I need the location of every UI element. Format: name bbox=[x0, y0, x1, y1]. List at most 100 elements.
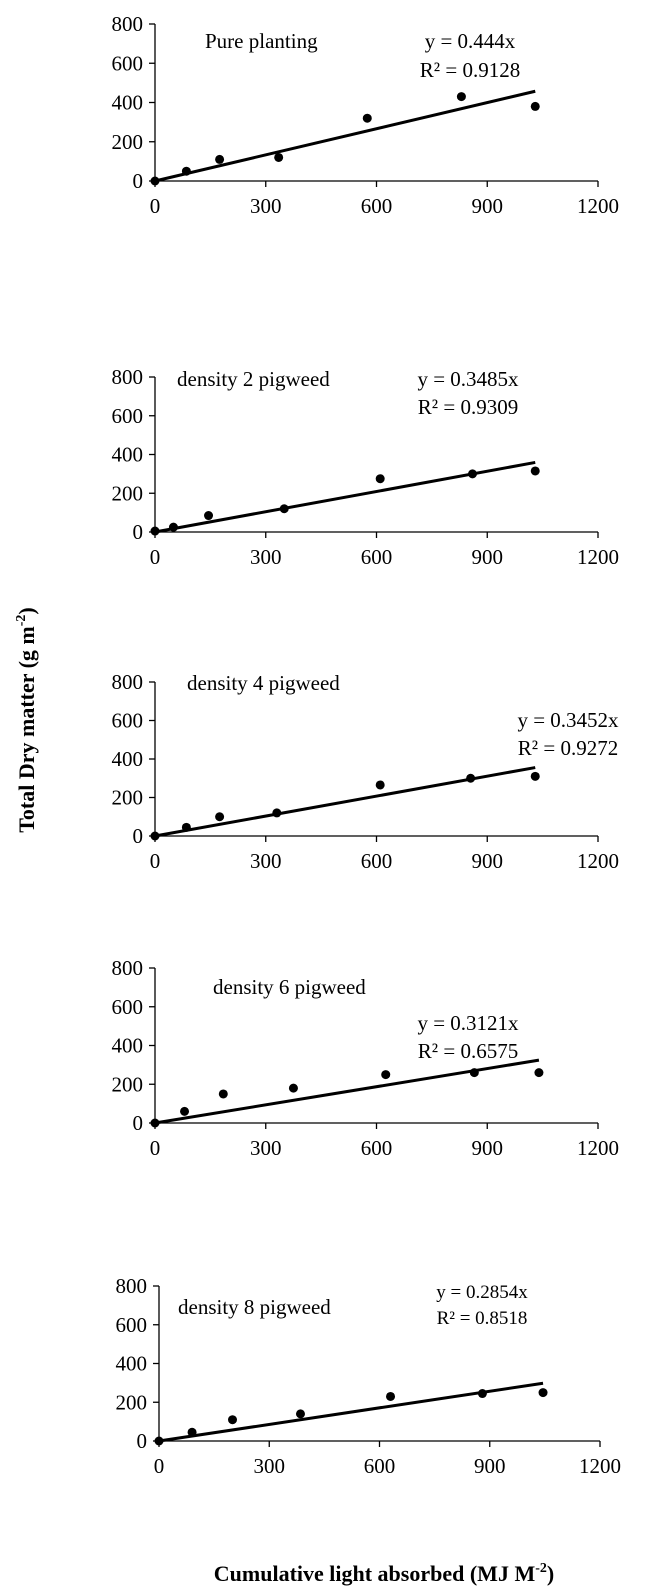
y-tick-label: 0 bbox=[133, 520, 144, 544]
x-tick-label: 600 bbox=[361, 545, 393, 569]
x-tick-label: 1200 bbox=[579, 1454, 621, 1478]
regression-equation: y = 0.444x bbox=[425, 29, 516, 53]
data-point bbox=[150, 1118, 160, 1128]
x-tick-label: 1200 bbox=[577, 194, 619, 218]
x-axis-title-close: ) bbox=[547, 1561, 554, 1586]
data-point bbox=[362, 113, 372, 123]
y-tick-label: 400 bbox=[112, 91, 144, 115]
y-tick-label: 400 bbox=[112, 747, 144, 771]
panel-title: density 8 pigweed bbox=[178, 1295, 331, 1319]
data-point bbox=[150, 526, 160, 536]
panels: 0 200 400 600 800 0 300 600 900 1200 Pure planting… bbox=[112, 12, 622, 1478]
data-point bbox=[274, 152, 284, 162]
x-tick-label: 600 bbox=[361, 849, 393, 873]
y-axis-title-main: Total Dry matter (g m bbox=[14, 626, 39, 833]
data-point bbox=[469, 1068, 479, 1078]
regression-equation: y = 0.3121x bbox=[417, 1011, 519, 1035]
y-tick-label: 200 bbox=[112, 130, 144, 154]
y-tick-label: 200 bbox=[116, 1390, 148, 1414]
regression-equation: y = 0.3485x bbox=[417, 367, 519, 391]
y-axis-title-close: ) bbox=[14, 607, 39, 614]
y-tick-label: 200 bbox=[112, 786, 144, 810]
x-tick-label: 0 bbox=[154, 1454, 165, 1478]
data-point bbox=[215, 154, 225, 164]
y-tick-label: 400 bbox=[112, 1034, 144, 1058]
x-tick-label: 900 bbox=[472, 1136, 504, 1160]
chart-panel-1: 0 200 400 600 800 0 300 600 900 1200 Pure planting… bbox=[112, 12, 620, 218]
data-point bbox=[272, 808, 282, 818]
panel-title: Pure planting bbox=[205, 29, 318, 53]
data-point bbox=[181, 822, 191, 832]
x-tick-label: 900 bbox=[472, 849, 504, 873]
x-tick-label: 300 bbox=[250, 1136, 282, 1160]
x-tick-label: 600 bbox=[361, 194, 393, 218]
trendline bbox=[154, 766, 536, 838]
r-squared: R² = 0.8518 bbox=[437, 1308, 528, 1329]
trendline bbox=[154, 460, 536, 534]
x-tick-label: 900 bbox=[474, 1454, 506, 1478]
r-squared: R² = 0.9309 bbox=[418, 395, 518, 419]
x-tick-label: 300 bbox=[250, 194, 282, 218]
x-tick-label: 300 bbox=[250, 545, 282, 569]
data-point bbox=[467, 469, 477, 479]
data-point bbox=[381, 1070, 391, 1080]
data-point bbox=[386, 1391, 396, 1401]
x-tick-label: 0 bbox=[150, 1136, 161, 1160]
x-tick-label: 1200 bbox=[577, 1136, 619, 1160]
chart-panel-5: 0 200 400 600 800 0 300 600 900 1200 density 8 pig… bbox=[116, 1274, 622, 1478]
x-tick-label: 0 bbox=[150, 194, 161, 218]
data-point bbox=[154, 1436, 164, 1446]
data-point bbox=[215, 812, 225, 822]
y-tick-label: 0 bbox=[133, 1111, 144, 1135]
y-tick-label: 600 bbox=[116, 1313, 148, 1337]
r-squared: R² = 0.6575 bbox=[418, 1039, 518, 1063]
x-tick-label: 1200 bbox=[577, 849, 619, 873]
x-tick-label: 900 bbox=[472, 545, 504, 569]
data-point bbox=[530, 101, 540, 111]
data-point bbox=[530, 466, 540, 476]
data-point bbox=[150, 831, 160, 841]
x-tick-label: 300 bbox=[250, 849, 282, 873]
x-tick-label: 0 bbox=[150, 545, 161, 569]
panel-title: density 2 pigweed bbox=[177, 367, 330, 391]
y-tick-label: 0 bbox=[137, 1429, 148, 1453]
y-tick-label: 600 bbox=[112, 995, 144, 1019]
y-tick-label: 0 bbox=[133, 169, 144, 193]
regression-equation: y = 0.2854x bbox=[436, 1282, 528, 1303]
x-tick-label: 0 bbox=[150, 849, 161, 873]
data-point bbox=[168, 522, 178, 532]
y-axis-title-sup: -2 bbox=[14, 615, 29, 627]
chart-panel-2: 0 200 400 600 800 0 300 600 900 1200 density 2 pig… bbox=[112, 365, 620, 569]
y-tick-label: 200 bbox=[112, 481, 144, 505]
panel-title: density 4 pigweed bbox=[187, 671, 340, 695]
data-point bbox=[288, 1083, 298, 1093]
data-point bbox=[375, 474, 385, 484]
data-point bbox=[538, 1388, 548, 1398]
y-tick-label: 800 bbox=[112, 365, 144, 389]
data-point bbox=[295, 1409, 305, 1419]
panel-title: density 6 pigweed bbox=[213, 975, 366, 999]
x-tick-label: 900 bbox=[472, 194, 504, 218]
data-point bbox=[204, 511, 214, 521]
data-point bbox=[466, 773, 476, 783]
chart-panel-3: 0 200 400 600 800 0 300 600 900 1200 density 4 pig… bbox=[112, 670, 620, 873]
regression-equation: y = 0.3452x bbox=[517, 708, 619, 732]
y-tick-label: 400 bbox=[112, 443, 144, 467]
y-tick-label: 0 bbox=[133, 824, 144, 848]
data-point bbox=[218, 1089, 228, 1099]
y-tick-label: 800 bbox=[112, 670, 144, 694]
y-tick-label: 400 bbox=[116, 1352, 148, 1376]
x-tick-label: 300 bbox=[254, 1454, 286, 1478]
y-tick-label: 800 bbox=[112, 956, 144, 980]
y-tick-label: 200 bbox=[112, 1072, 144, 1096]
y-tick-label: 600 bbox=[112, 404, 144, 428]
data-point bbox=[187, 1427, 197, 1437]
data-point bbox=[534, 1068, 544, 1078]
y-tick-label: 600 bbox=[112, 709, 144, 733]
data-point bbox=[456, 92, 466, 102]
x-axis-title: Cumulative light absorbed (MJ M-2) bbox=[214, 1561, 554, 1586]
x-tick-label: 600 bbox=[364, 1454, 396, 1478]
y-axis-title: Total Dry matter (g m-2) bbox=[14, 607, 39, 833]
y-tick-label: 800 bbox=[112, 12, 144, 36]
